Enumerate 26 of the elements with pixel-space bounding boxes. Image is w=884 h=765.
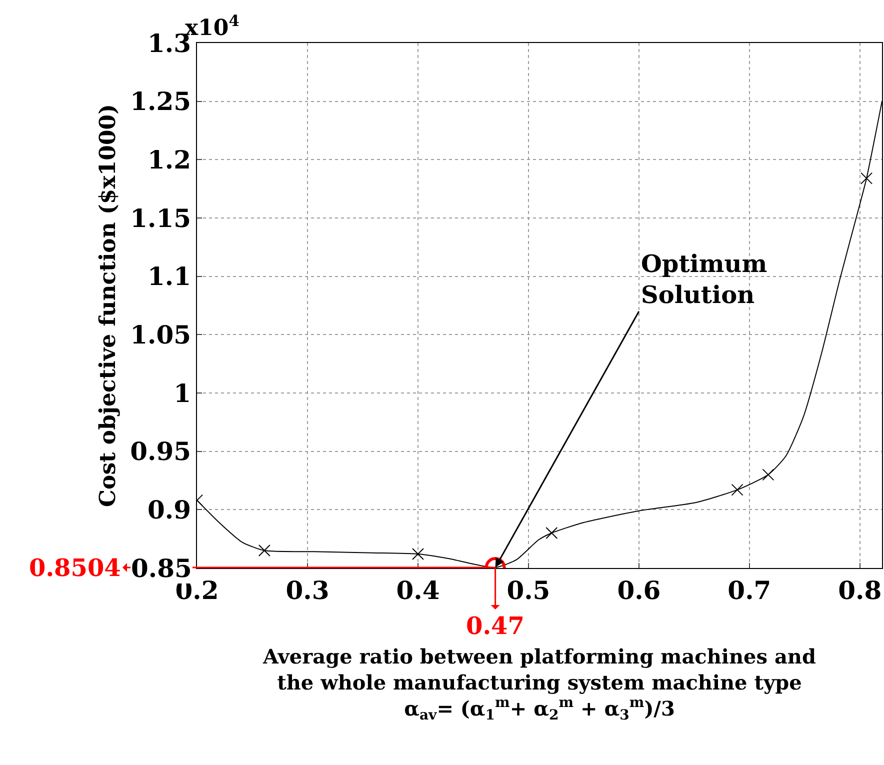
x-tick-label: 0.4	[396, 576, 440, 605]
point	[258, 544, 270, 556]
point	[731, 484, 744, 496]
y-axis-title: Cost objective function ($x1000)	[94, 104, 121, 507]
point	[762, 468, 774, 481]
y-tick-label: 1.15	[130, 204, 191, 233]
y-tick-label: 0.85	[131, 554, 192, 583]
x-tick-label: 0.7	[728, 576, 772, 605]
x-tick-label: 0.6	[617, 576, 661, 605]
point	[546, 527, 558, 539]
x-tick-label: 0.5	[506, 576, 550, 605]
y-tick-label: 1.1	[148, 262, 191, 292]
x-tick-label: 0.8	[838, 576, 882, 605]
text: Average ratio between platforming machines and the whole manufacturing system machine type α$_{av}$= (α$_{1}$$^{m}$+ α$_{2}$$^{m}$ + α$_{3}$$^{m}$)/3	[263, 644, 816, 724]
point	[860, 172, 873, 184]
y-tick-label: 1.25	[130, 87, 191, 116]
y-tick-label: 1.2	[148, 145, 191, 174]
point	[412, 548, 424, 560]
y-tick-label: 1.05	[130, 320, 191, 350]
y-tick-label: 0.9	[148, 495, 191, 524]
text: 0.8504	[29, 553, 121, 582]
y-tick-label: 0.95	[130, 437, 191, 466]
y-tick-label: 1	[174, 378, 191, 408]
text: 0.47	[466, 611, 524, 640]
annotation: Optimum Solution	[641, 249, 768, 310]
x-tick-label: 0.3	[286, 576, 330, 605]
